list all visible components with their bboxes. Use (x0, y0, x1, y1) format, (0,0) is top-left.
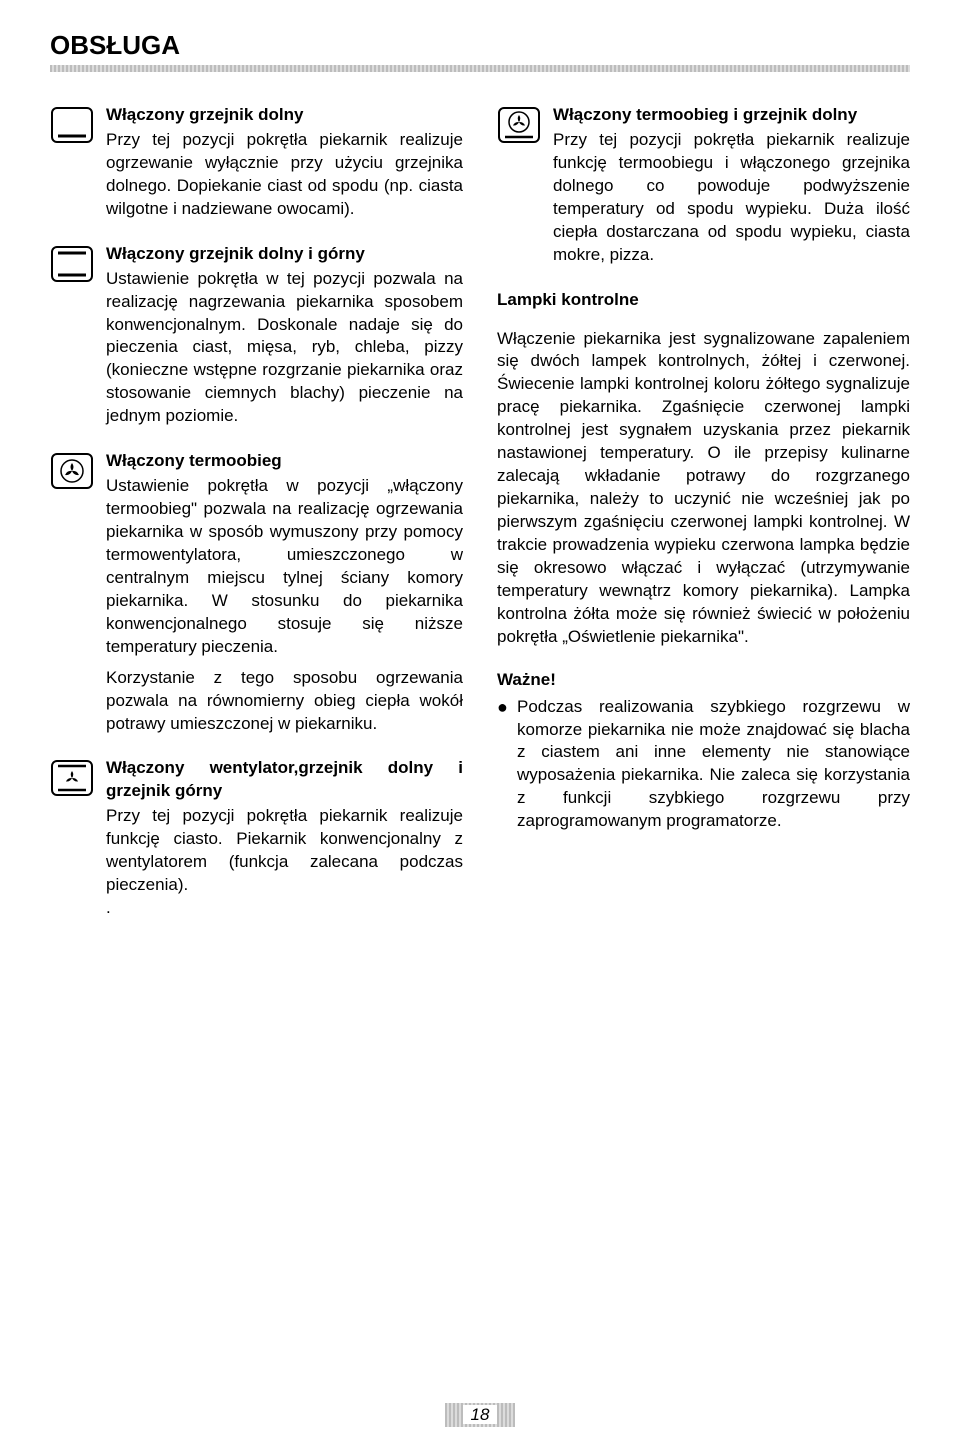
section-body: Ustawienie pokrętła w tej pozycji pozwal… (106, 268, 463, 429)
fan-bottom-icon (497, 104, 553, 267)
bullet-dot: ● (497, 696, 517, 834)
fan-icon (50, 450, 106, 735)
lamps-body: Włączenie piekarnika jest sygnalizowane … (497, 328, 910, 649)
section-body-2: Korzystanie z tego sposobu ogrzewania po… (106, 667, 463, 736)
section-fan: Włączony termoobieg Ustawienie pokrętła … (50, 450, 463, 735)
section-title: Włączony termoobieg (106, 450, 463, 473)
section-title: Włączony grzejnik dolny i górny (106, 243, 463, 266)
header-divider (50, 65, 910, 72)
content-columns: Włączony grzejnik dolny Przy tej pozycji… (50, 104, 910, 942)
page-header: OBSŁUGA (50, 30, 910, 61)
section-fan-bottom: Włączony termoobieg i grzejnik dolny Prz… (497, 104, 910, 267)
section-body: Przy tej pozycji pokrętła piekarnik real… (553, 129, 910, 267)
lamps-title: Lampki kontrolne (497, 289, 910, 312)
important-title: Ważne! (497, 669, 910, 692)
right-column: Włączony termoobieg i grzejnik dolny Prz… (497, 104, 910, 942)
section-title: Włączony grzejnik dolny (106, 104, 463, 127)
important-body: Podczas realizowania szybkiego rozgrzewu… (517, 696, 910, 834)
section-body: Przy tej pozycji pokrętła piekarnik real… (106, 129, 463, 221)
bottom-heater-icon (50, 104, 106, 221)
page-number-bar: 18 (0, 1403, 960, 1427)
section-body: Ustawienie pokrętła w pozycji „włączony … (106, 475, 463, 659)
section-dot: . (106, 897, 463, 920)
section-title: Włączony termoobieg i grzejnik dolny (553, 104, 910, 127)
important-bullet: ● Podczas realizowania szybkiego rozgrze… (497, 696, 910, 834)
section-bottom-heater: Włączony grzejnik dolny Przy tej pozycji… (50, 104, 463, 221)
section-body: Przy tej pozycji pokrętła piekarnik real… (106, 805, 463, 897)
section-title: Włączony wentylator,grzejnik dolny i grz… (106, 757, 463, 803)
page-number: 18 (463, 1405, 498, 1424)
section-topbottom-heater: Włączony grzejnik dolny i górny Ustawien… (50, 243, 463, 429)
fan-topbottom-icon (50, 757, 106, 920)
section-fan-topbottom: Włączony wentylator,grzejnik dolny i grz… (50, 757, 463, 920)
left-column: Włączony grzejnik dolny Przy tej pozycji… (50, 104, 463, 942)
topbottom-heater-icon (50, 243, 106, 429)
